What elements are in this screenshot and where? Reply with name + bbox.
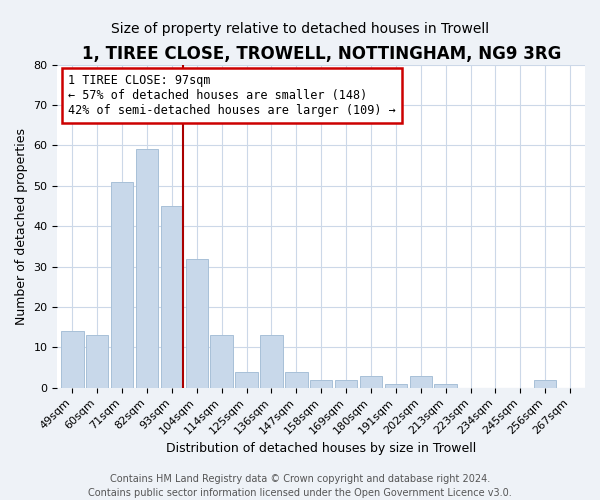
- Text: Contains HM Land Registry data © Crown copyright and database right 2024.
Contai: Contains HM Land Registry data © Crown c…: [88, 474, 512, 498]
- Bar: [235, 372, 258, 388]
- Bar: [86, 336, 109, 388]
- Bar: [161, 206, 183, 388]
- Text: 1 TIREE CLOSE: 97sqm
← 57% of detached houses are smaller (148)
42% of semi-deta: 1 TIREE CLOSE: 97sqm ← 57% of detached h…: [68, 74, 396, 118]
- Y-axis label: Number of detached properties: Number of detached properties: [15, 128, 28, 324]
- Bar: [310, 380, 332, 388]
- Bar: [534, 380, 556, 388]
- Bar: [335, 380, 357, 388]
- Bar: [360, 376, 382, 388]
- Bar: [185, 258, 208, 388]
- Bar: [260, 336, 283, 388]
- Bar: [285, 372, 308, 388]
- Title: 1, TIREE CLOSE, TROWELL, NOTTINGHAM, NG9 3RG: 1, TIREE CLOSE, TROWELL, NOTTINGHAM, NG9…: [82, 45, 561, 63]
- Bar: [61, 332, 83, 388]
- Text: Size of property relative to detached houses in Trowell: Size of property relative to detached ho…: [111, 22, 489, 36]
- Bar: [385, 384, 407, 388]
- Bar: [211, 336, 233, 388]
- Bar: [111, 182, 133, 388]
- Bar: [136, 150, 158, 388]
- X-axis label: Distribution of detached houses by size in Trowell: Distribution of detached houses by size …: [166, 442, 476, 455]
- Bar: [410, 376, 432, 388]
- Bar: [434, 384, 457, 388]
